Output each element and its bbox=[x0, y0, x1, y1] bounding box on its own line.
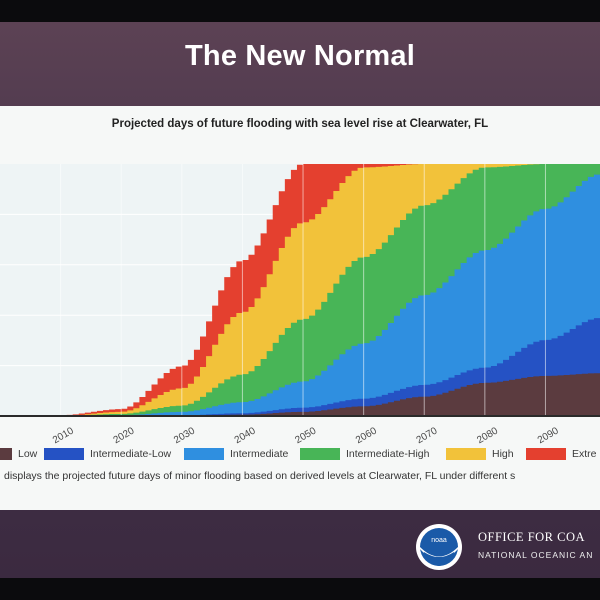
slide-title: The New Normal bbox=[184, 40, 415, 72]
legend-swatch-intermediate-high bbox=[300, 448, 340, 460]
legend-item-intermediate-high: Intermediate-High bbox=[300, 446, 429, 462]
legend-label-intermediate: Intermediate bbox=[230, 448, 289, 460]
legend-swatch-intermediate-low bbox=[44, 448, 84, 460]
x-tick-label: 2060 bbox=[354, 425, 379, 446]
legend-swatch-intermediate bbox=[184, 448, 224, 460]
series-area-low bbox=[0, 373, 600, 416]
area-chart: 2010 2020 2030 2040 2050 2060 2070 2080 2090 bbox=[0, 164, 600, 446]
slide-footer: noaa OFFICE FOR COA NATIONAL OCEANIC AN bbox=[0, 518, 600, 578]
legend-swatch-high bbox=[446, 448, 486, 460]
legend-label-low: Low bbox=[18, 448, 38, 460]
legend-item-intermediate: Intermediate bbox=[184, 446, 288, 462]
series-area-intermediate bbox=[0, 174, 600, 416]
series-area-path bbox=[0, 174, 600, 416]
x-tick-label: 2030 bbox=[172, 425, 197, 446]
series-area-path bbox=[0, 373, 600, 416]
x-tick-label: 2090 bbox=[536, 425, 561, 446]
legend-label-intermediate-high: Intermediate-High bbox=[346, 448, 430, 460]
legend-item-extreme: Extre bbox=[526, 446, 597, 462]
chart-caption: displays the projected future days of mi… bbox=[4, 470, 516, 482]
x-tick-label: 2020 bbox=[112, 425, 137, 446]
legend-label-extreme: Extre bbox=[572, 448, 597, 460]
x-tick-label: 2040 bbox=[233, 425, 258, 446]
noaa-logo-text: noaa bbox=[431, 537, 447, 544]
legend-item-intermediate-low: Intermediate-Low bbox=[44, 446, 171, 462]
legend-item-high: High bbox=[446, 446, 514, 462]
legend-swatch-low bbox=[0, 448, 12, 460]
legend-label-high: High bbox=[492, 448, 514, 460]
presentation-slide: The New Normal 2010 2020 2030 2040 2050 2060 2… bbox=[0, 22, 600, 578]
chart-title: Projected days of future flooding with s… bbox=[111, 118, 489, 130]
x-tick-label: 2070 bbox=[415, 425, 440, 446]
noaa-logo-icon: noaa bbox=[416, 524, 462, 570]
legend-label-intermediate-low: Intermediate-Low bbox=[90, 448, 172, 460]
legend-item-low: Low bbox=[0, 446, 37, 462]
x-tick-label: 2050 bbox=[293, 425, 318, 446]
x-tick-label: 2080 bbox=[475, 425, 500, 446]
chart-panel: 2010 2020 2030 2040 2050 2060 2070 2080 2090 Pro… bbox=[0, 106, 600, 510]
agency-name: NATIONAL OCEANIC AN bbox=[478, 550, 594, 560]
x-tick-label: 2010 bbox=[51, 425, 76, 446]
office-name: OFFICE FOR COA bbox=[478, 530, 586, 544]
chart-legend: Low Intermediate-Low Intermediate Interm… bbox=[0, 446, 600, 466]
legend-swatch-extreme bbox=[526, 448, 566, 460]
